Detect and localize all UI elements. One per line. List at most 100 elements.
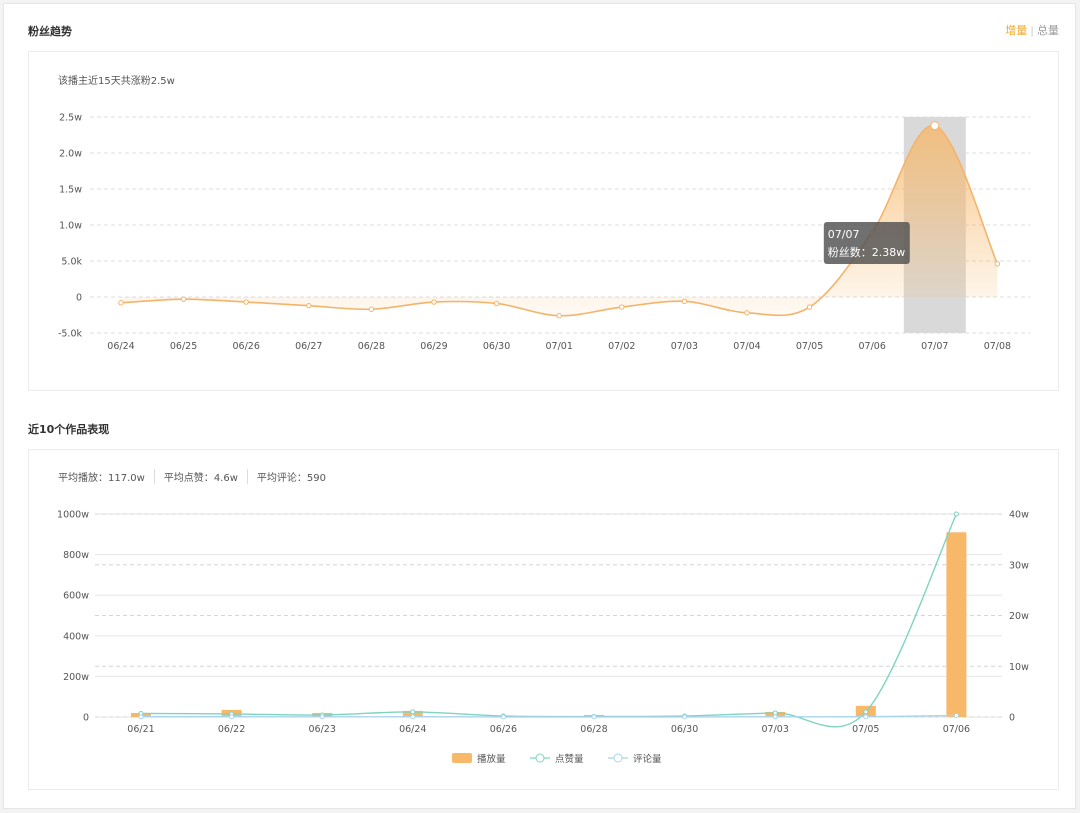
y-tick-label: 2.0w — [59, 149, 82, 160]
x-tick-label: 07/07 — [921, 341, 948, 352]
y-left-tick-label: 200w — [63, 672, 89, 683]
y-tick-label: -5.0k — [58, 329, 83, 340]
area-fill — [121, 125, 998, 316]
avg-comment-label: 平均评论： — [256, 473, 307, 484]
comments-point-06/26 — [500, 714, 506, 720]
x-tick-label: 06/24 — [399, 724, 426, 735]
y-tick-label: 0 — [76, 293, 82, 304]
increment-total-toggle: 增量 | 总量 — [1005, 22, 1059, 38]
y-tick-label: 1.5w — [59, 185, 82, 196]
y-right-tick-label: 30w — [1009, 560, 1029, 571]
bar-07/06 — [946, 532, 967, 717]
data-point-07/05 — [806, 304, 813, 310]
legend-item-2[interactable]: 评论量 — [608, 753, 662, 765]
data-point-07/04 — [744, 310, 750, 316]
comments-point-06/22 — [229, 714, 235, 720]
x-tick-label: 06/29 — [420, 341, 447, 352]
toggle-separator: | — [1030, 24, 1034, 37]
avg-comment-value: 590 — [306, 473, 326, 484]
y-tick-label: 1.0w — [59, 221, 82, 232]
data-point-06/24 — [118, 300, 124, 306]
y-right-tick-label: 20w — [1009, 611, 1029, 622]
x-tick-label: 07/03 — [671, 341, 698, 352]
data-point-06/26 — [243, 299, 249, 305]
line-likes — [140, 513, 958, 728]
fans-line — [120, 124, 999, 317]
works-stats: 平均播放：117.0w 平均点赞：4.6w 平均评论：590 — [58, 469, 344, 484]
y-left-tick-label: 400w — [63, 631, 89, 642]
tooltip-title: 07/07 — [828, 228, 860, 241]
fans-trend-chart[interactable]: 2.5w 2.0w 1.5w 1.0w 5.0k 0 -5.0k 06/24 06/25 06/2… — [0, 0, 1080, 400]
x-tick-label: 06/21 — [127, 724, 154, 735]
works-performance-title: 近10个作品表现 — [28, 423, 110, 436]
x-tick-label: 06/24 — [107, 341, 134, 352]
data-point-06/27 — [306, 302, 312, 309]
y-right-tick-label: 0 — [1009, 713, 1015, 724]
y-right-tick-label: 40w — [1009, 510, 1029, 521]
data-point-07/02 — [619, 304, 625, 310]
tooltip-value: 粉丝数：2.38w — [828, 246, 906, 259]
toggle-increment[interactable]: 增量 — [1005, 24, 1028, 37]
data-point-07/03 — [681, 298, 688, 305]
fans-trend-title: 粉丝趋势 — [28, 25, 72, 38]
x-tick-label: 07/04 — [733, 341, 760, 352]
x-tick-label: 07/06 — [859, 341, 886, 352]
avg-like-stat: 平均点赞：4.6w — [164, 469, 248, 484]
comments-point-06/23 — [319, 714, 325, 720]
data-point-07/08 — [994, 261, 1001, 267]
avg-play-stat: 平均播放：117.0w — [58, 469, 155, 484]
avg-play-label: 平均播放： — [58, 473, 108, 484]
data-point-07/01 — [556, 313, 562, 319]
x-tick-label: 06/28 — [580, 724, 607, 735]
comments-point-06/28 — [591, 714, 597, 720]
legend-item-0[interactable]: 播放量 — [452, 753, 506, 765]
legend-swatch-bar — [452, 753, 472, 763]
comments-point-06/30 — [682, 714, 688, 720]
comments-point-07/03 — [772, 714, 778, 720]
x-tick-label: 07/08 — [984, 341, 1011, 352]
fans-summary: 该播主近15天共涨粉2.5w — [58, 76, 175, 87]
avg-comment-stat: 平均评论：590 — [257, 469, 335, 484]
avg-play-value: 117.0w — [108, 473, 145, 484]
x-tick-label: 06/28 — [358, 341, 385, 352]
likes-point-07/05 — [863, 709, 869, 715]
x-tick-label: 07/06 — [943, 724, 970, 735]
x-tick-label: 06/23 — [309, 724, 336, 735]
data-point-06/25 — [180, 296, 187, 302]
x-tick-label: 07/01 — [546, 341, 573, 352]
data-point-06/30 — [493, 300, 500, 307]
x-tick-label: 06/27 — [295, 341, 322, 352]
legend-item-1[interactable]: 点赞量 — [530, 753, 584, 765]
data-point-07/07 — [930, 121, 940, 131]
tooltip-box — [823, 222, 910, 264]
x-tick-label: 06/30 — [671, 724, 698, 735]
x-tick-label: 07/02 — [608, 341, 635, 352]
y-left-tick-label: 0 — [83, 713, 89, 724]
x-tick-label: 06/26 — [233, 341, 260, 352]
legend-label: 播放量 — [477, 753, 506, 765]
y-left-tick-label: 600w — [63, 591, 89, 602]
x-tick-label: 07/05 — [852, 724, 879, 735]
x-tick-label: 06/26 — [490, 724, 517, 735]
avg-like-label: 平均点赞： — [163, 473, 214, 484]
y-left-tick-label: 800w — [63, 550, 89, 561]
y-left-tick-label: 1000w — [57, 510, 89, 521]
toggle-total[interactable]: 总量 — [1037, 24, 1059, 37]
x-tick-label: 06/22 — [218, 724, 245, 735]
data-point-06/29 — [431, 299, 437, 305]
legend-label: 点赞量 — [555, 753, 584, 765]
x-tick-label: 06/25 — [170, 341, 197, 352]
y-tick-label: 2.5w — [59, 113, 82, 124]
comments-point-07/06 — [953, 712, 959, 718]
line-comments — [140, 714, 957, 718]
legend-label: 评论量 — [633, 753, 662, 765]
comments-point-06/21 — [138, 714, 144, 720]
comments-point-06/24 — [410, 714, 416, 720]
x-tick-label: 07/03 — [762, 724, 789, 735]
x-tick-label: 06/30 — [483, 341, 510, 352]
comments-point-07/05 — [863, 714, 869, 720]
likes-point-06/24 — [410, 709, 416, 715]
y-right-tick-label: 10w — [1009, 662, 1029, 673]
likes-point-07/06 — [953, 511, 959, 517]
